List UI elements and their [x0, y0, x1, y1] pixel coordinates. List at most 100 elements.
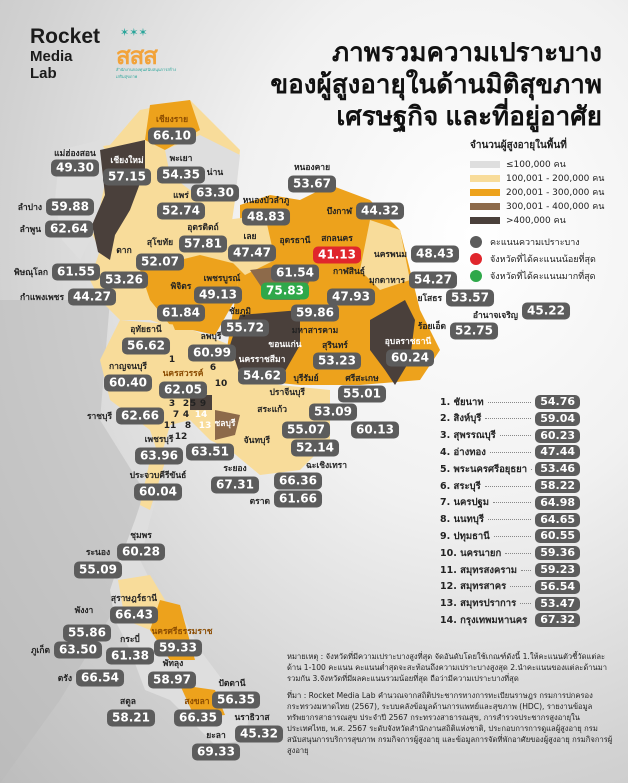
list-number: 10.: [440, 547, 457, 559]
vulnerability-score: 53.67: [288, 175, 336, 192]
vulnerability-score: 54.35: [157, 166, 205, 183]
vulnerability-score: 59.88: [46, 198, 94, 216]
vulnerability-score: 56.62: [122, 337, 170, 354]
province-name: นครศรีธรรมราช: [151, 627, 213, 637]
province-name: ปัตตานี: [218, 679, 246, 689]
province-name: นราธิวาส: [234, 713, 270, 723]
list-province-name: นครปฐม: [453, 497, 490, 509]
dotted-leader: [521, 569, 532, 571]
list-number: 14.: [440, 614, 457, 626]
vulnerability-score: 53.26: [100, 271, 148, 288]
vulnerability-score: 60.13: [351, 421, 399, 439]
list-number: 1.: [440, 396, 451, 408]
vulnerability-score: 55.01: [338, 385, 386, 403]
vulnerability-score: 62.66: [116, 407, 164, 425]
legend-marker: คะแนนความเปราะบาง: [470, 233, 604, 250]
vulnerability-score: 47.93: [327, 288, 375, 305]
list-number: 5.: [440, 463, 451, 475]
dotted-leader: [485, 418, 532, 420]
map-number-marker: 13: [198, 421, 212, 431]
list-province-name: พระนครศรีอยุธยา: [453, 463, 528, 475]
province-name: ลพบุรี: [200, 332, 222, 342]
vulnerability-score: 69.33: [192, 743, 240, 760]
map-number-marker: 10: [214, 379, 228, 389]
logo-line: Rocket: [30, 25, 101, 48]
province-name: เลย: [243, 232, 257, 242]
vulnerability-score: 57.81: [179, 235, 227, 252]
province-name: นครสวรรค์: [162, 369, 204, 379]
title-line: ภาพรวมความเปราะบาง: [331, 37, 602, 67]
thaihealth-logo: ✶✶✶ สสส สำนักงานกองทุนสนับสนุนการสร้างเส…: [116, 26, 186, 80]
central-list-row: 5. พระนครศรีอยุธยา 53.46: [440, 461, 580, 477]
vulnerability-score: 57.15: [103, 168, 151, 185]
list-province-name: สมุทรปราการ: [460, 598, 517, 610]
legend-marker: จังหวัดที่ได้คะแนนมากที่สุด: [470, 267, 604, 284]
province-name: หนองบัวลำภู: [242, 196, 290, 206]
vulnerability-score: 48.43: [411, 245, 459, 263]
vulnerability-score: 63.30: [191, 184, 239, 201]
central-list-row: 8. นนทบุรี 64.65: [440, 512, 580, 528]
remark-text: หมายเหตุ : จังหวัดที่มีความเปราะบางสูงที…: [287, 652, 608, 683]
province-name: สระแก้ว: [257, 405, 288, 415]
vulnerability-score: 45.32: [235, 725, 283, 742]
list-score: 67.32: [535, 613, 581, 628]
list-score: 60.23: [535, 428, 580, 443]
central-list-row: 6. สระบุรี 58.22: [440, 478, 580, 494]
province-name: ศรีสะเกษ: [345, 373, 379, 384]
central-list-row: 12. สมุทรสาคร 56.54: [440, 579, 580, 595]
vulnerability-score: 67.31: [211, 476, 259, 493]
province-name: ระนอง: [85, 548, 111, 558]
province-name: บุรีรัมย์: [293, 373, 319, 384]
province-name: ราชบุรี: [86, 412, 113, 422]
map-number-marker: 1: [168, 355, 176, 365]
province-name: ยโสธร: [417, 294, 443, 304]
central-list-row: 11. สมุทรสงคราม 59.23: [440, 562, 580, 578]
vulnerability-score: 52.14: [291, 439, 339, 457]
province-name: ประจวบคีรีขันธ์: [129, 471, 187, 481]
vulnerability-score: 47.47: [228, 244, 276, 261]
province-name: ชลบุรี: [214, 419, 236, 429]
province-name: ยะลา: [206, 731, 226, 741]
province-name: เพชรบูรณ์: [203, 274, 241, 284]
vulnerability-score: 61.54: [271, 264, 319, 281]
list-score: 64.65: [535, 512, 580, 527]
province-name: พังงา: [74, 606, 94, 616]
vulnerability-score: 44.27: [68, 288, 116, 306]
vulnerability-score: 63.51: [186, 443, 234, 460]
legend-label: คะแนนความเปราะบาง: [490, 237, 580, 248]
list-number: 6.: [440, 480, 451, 492]
vulnerability-score: 60.40: [104, 374, 152, 391]
list-province-name: ชัยนาท: [453, 396, 484, 408]
vulnerability-score: 66.43: [110, 606, 158, 623]
list-province-name: สมุทรสาคร: [460, 581, 507, 593]
list-number: 12.: [440, 581, 457, 593]
vulnerability-score: 60.04: [134, 483, 182, 500]
province-name: พะเยา: [169, 154, 193, 164]
province-name: หนองคาย: [293, 163, 331, 173]
vulnerability-score: 49.30: [51, 159, 99, 177]
province-name: สตูล: [120, 697, 136, 707]
title-line: ของผู้สูงอายุในด้านมิติสุขภาพ: [270, 69, 602, 99]
dotted-leader: [487, 401, 532, 403]
province-name: ตราด: [249, 497, 271, 507]
list-number: 7.: [440, 497, 451, 509]
province-name: ฉะเชิงเทรา: [305, 460, 348, 471]
list-province-name: นครนายก: [460, 547, 502, 559]
list-province-name: สุพรรณบุรี: [453, 430, 496, 442]
list-province-name: นนทบุรี: [453, 514, 484, 526]
dotted-leader: [484, 485, 532, 487]
central-list-row: 10. นครนายก 59.36: [440, 545, 580, 561]
list-number: 4.: [440, 446, 451, 458]
map-number-marker: 7: [172, 410, 180, 420]
map-number-marker: 12: [174, 432, 188, 442]
list-score: 53.46: [535, 462, 580, 477]
list-score: 53.47: [535, 596, 580, 611]
legend-bin: 300,001 - 400,000 คน: [470, 199, 604, 213]
province-name: พิษณุโลก: [14, 268, 49, 278]
province-name: สุราษฎร์ธานี: [110, 594, 158, 604]
vulnerability-score: 66.10: [148, 127, 196, 144]
vulnerability-score: 61.66: [274, 490, 322, 508]
province-name: ชุมพร: [130, 531, 152, 541]
map-number-marker: 8: [184, 421, 192, 431]
province-name: ชัยภูมิ: [229, 307, 251, 317]
